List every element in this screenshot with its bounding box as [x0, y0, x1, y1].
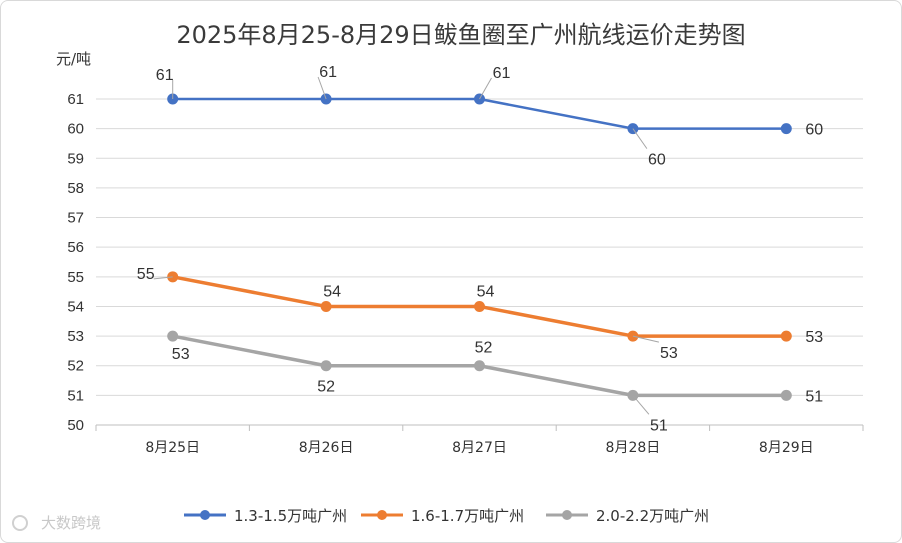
label-leader-line — [479, 77, 492, 100]
legend-label: 1.6-1.7万吨广州 — [411, 507, 524, 525]
series-group — [167, 93, 792, 401]
x-tick-label: 8月27日 — [452, 440, 507, 456]
gridlines — [96, 98, 863, 426]
legend-marker — [377, 510, 387, 520]
label-leader-line — [632, 335, 660, 343]
y-tick-label: 58 — [67, 180, 84, 197]
legend-marker — [562, 510, 572, 520]
data-label: 51 — [650, 417, 668, 434]
legend: 1.3-1.5万吨广州 1.6-1.7万吨广州 2.0-2.2万吨广州 — [184, 507, 709, 525]
watermark: 大数跨境 — [12, 514, 101, 532]
data-point — [474, 300, 485, 312]
y-tick-label: 55 — [67, 269, 84, 286]
data-point — [780, 389, 792, 401]
x-axis: 8月25日 8月26日 8月27日 8月28日 8月29日 — [95, 425, 864, 456]
y-tick-label: 53 — [67, 328, 84, 345]
watermark-logo-icon — [12, 515, 28, 531]
watermark-text: 大数跨境 — [41, 514, 101, 532]
legend-label: 2.0-2.2万吨广州 — [596, 507, 709, 525]
data-point — [474, 360, 485, 372]
data-label: 53 — [172, 346, 190, 363]
legend-item: 1.6-1.7万吨广州 — [361, 507, 524, 525]
data-label: 52 — [475, 340, 493, 357]
data-point — [780, 123, 792, 135]
legend-item: 2.0-2.2万吨广州 — [546, 507, 709, 525]
label-leader-line — [632, 128, 648, 149]
y-axis-ticks: 50 51 52 53 54 55 56 57 58 59 60 61 — [67, 91, 84, 434]
data-label: 54 — [477, 283, 495, 300]
y-tick-label: 60 — [67, 121, 84, 138]
label-leader-line — [632, 395, 650, 415]
y-tick-label: 57 — [67, 210, 84, 227]
data-labels: 61 61 61 60 60 55 54 54 53 53 53 52 52 51 51 — [137, 64, 823, 434]
data-label: 60 — [648, 152, 666, 169]
data-point — [780, 330, 792, 342]
y-tick-label: 54 — [67, 298, 84, 315]
data-label: 61 — [319, 64, 337, 81]
x-tick-label: 8月29日 — [759, 440, 814, 456]
series-1 — [167, 93, 792, 135]
data-label: 61 — [156, 67, 174, 84]
legend-marker — [200, 510, 210, 520]
y-tick-label: 61 — [67, 91, 84, 108]
y-tick-label: 51 — [67, 387, 84, 404]
legend-label: 1.3-1.5万吨广州 — [234, 507, 347, 525]
chart-title: 2025年8月25-8月29日鲅鱼圈至广州航线运价走势图 — [176, 21, 745, 49]
y-tick-label: 59 — [67, 150, 84, 167]
data-label: 53 — [805, 329, 823, 346]
y-tick-label: 52 — [67, 358, 84, 375]
data-label: 51 — [805, 388, 823, 405]
label-leader-line — [153, 276, 173, 280]
data-point — [320, 360, 332, 372]
x-tick-label: 8月25日 — [145, 440, 200, 456]
x-tick-label: 8月26日 — [299, 440, 354, 456]
y-tick-label: 56 — [67, 239, 84, 256]
data-point — [167, 330, 179, 342]
data-label: 53 — [660, 345, 678, 362]
data-label: 55 — [137, 266, 155, 283]
legend-item: 1.3-1.5万吨广州 — [184, 507, 347, 525]
label-leader-line — [317, 76, 327, 100]
data-label: 60 — [805, 122, 823, 139]
data-label: 54 — [323, 283, 341, 300]
series-3 — [167, 330, 792, 401]
y-tick-label: 50 — [67, 417, 84, 434]
data-label: 52 — [317, 379, 335, 396]
data-point — [627, 123, 639, 135]
data-point — [320, 300, 332, 312]
data-label: 61 — [493, 65, 511, 82]
y-axis-unit-label: 元/吨 — [56, 50, 91, 68]
x-tick-label: 8月28日 — [606, 440, 661, 456]
